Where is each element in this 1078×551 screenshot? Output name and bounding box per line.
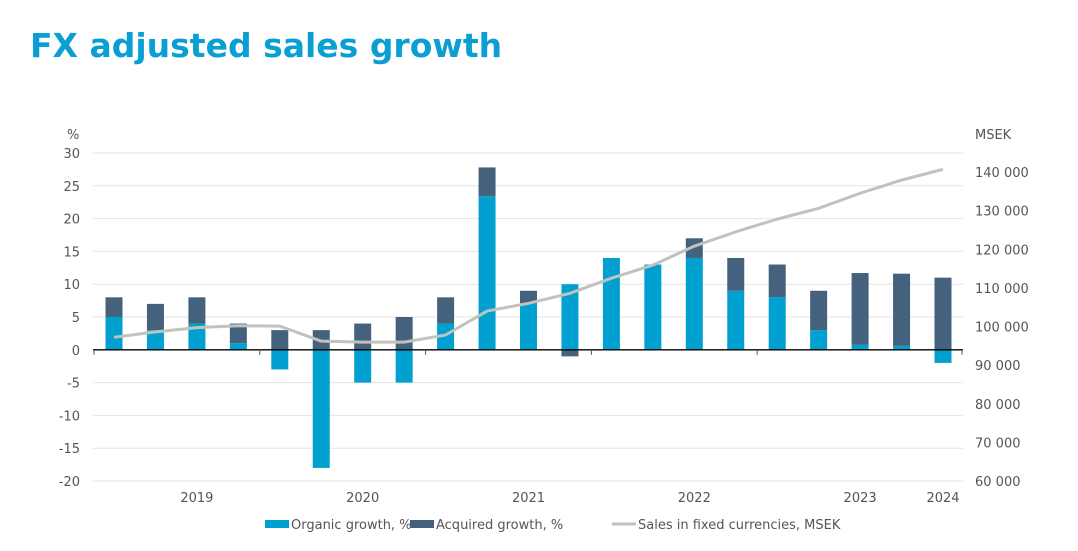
organic-bar [437,323,455,350]
y2-tick-label: 60 000 [975,475,1021,490]
organic-bar [520,303,537,350]
y-tick-label: 15 [63,245,80,260]
legend-label: Acquired growth, % [436,518,563,533]
acquired-bar [810,290,828,331]
acquired-bar [561,349,579,357]
organic-bar [893,345,911,350]
organic-bar [354,349,372,383]
y2-tick-label: 130 000 [975,205,1029,220]
acquired-bar [271,330,289,350]
organic-bar [685,257,703,350]
organic-bar [602,257,620,350]
organic-bar [188,323,206,350]
y2-tick-label: 100 000 [975,321,1029,336]
y-tick-label: 20 [63,213,80,228]
x-year-label: 2020 [346,491,379,506]
acquired-bar [188,297,206,324]
organic-bar [934,349,952,363]
acquired-bar [105,297,123,317]
x-year-label: 2019 [180,491,213,506]
organic-bar [851,344,869,350]
y-tick-label: 25 [63,180,80,195]
legend-swatch-acquired [410,520,434,528]
y2-tick-label: 70 000 [975,436,1021,451]
organic-bar [727,290,745,350]
y2-tick-label: 90 000 [975,359,1021,374]
y-tick-label: -10 [59,409,80,424]
organic-bar [478,196,496,350]
acquired-bar [520,290,537,304]
y-tick-label: -15 [59,442,80,457]
y-tick-label: 0 [72,344,80,359]
y2-tick-label: 120 000 [975,243,1029,258]
organic-bar [271,349,289,370]
acquired-bar [727,257,745,291]
acquired-bar [395,317,413,350]
organic-bar [312,349,330,468]
organic-bar [644,264,662,350]
organic-bar [105,317,123,350]
organic-bar [395,349,413,383]
x-year-label: 2022 [678,491,711,506]
acquired-bar [229,323,247,344]
chart-title: FX adjusted sales growth [30,26,503,65]
x-year-label: 2023 [844,491,877,506]
y2-tick-label: 80 000 [975,398,1021,413]
acquired-bar [478,167,496,197]
acquired-bar [768,264,786,298]
legend-swatch-organic [265,520,289,528]
acquired-bar [146,303,164,331]
organic-bar [810,330,828,350]
organic-bar [561,284,579,350]
y-axis-label: % [67,128,79,143]
acquired-bar [893,273,911,346]
legend-label: Sales in fixed currencies, MSEK [638,518,841,533]
y-tick-label: 10 [63,278,80,293]
y-tick-label: 30 [63,147,80,162]
acquired-bar [851,273,869,345]
organic-bar [146,330,164,350]
acquired-bar [354,323,372,350]
acquired-bar [934,277,952,350]
legend-label: Organic growth, % [291,518,412,533]
y-tick-label: -20 [59,475,80,490]
y-tick-label: -5 [67,377,80,392]
y-tick-label: 5 [72,311,80,326]
acquired-bar [437,297,455,324]
organic-bar [229,343,247,350]
x-year-label: 2021 [512,491,545,506]
organic-bar [768,297,786,350]
y2-tick-label: 110 000 [975,282,1029,297]
y2-axis-label: MSEK [975,128,1012,143]
x-year-label: 2024 [926,491,959,506]
y2-tick-label: 140 000 [975,166,1029,181]
